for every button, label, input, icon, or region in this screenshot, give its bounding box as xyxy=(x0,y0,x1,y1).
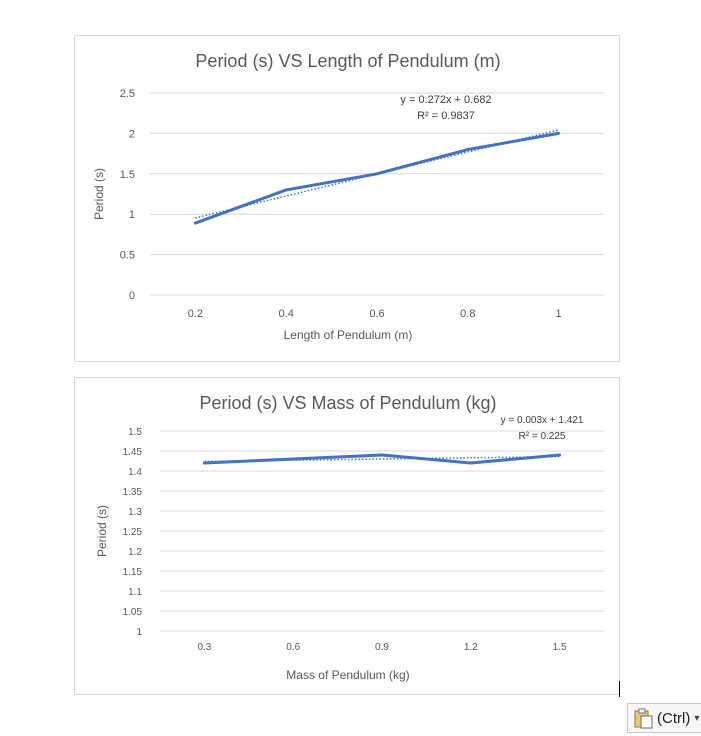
y-tick-label: 1.25 xyxy=(123,527,143,538)
y-tick-label: 2.5 xyxy=(120,88,135,100)
y-tick-label: 0 xyxy=(129,290,135,302)
y-tick-label: 1.5 xyxy=(128,427,142,438)
y-tick-label: 1.2 xyxy=(128,547,142,558)
x-tick-label: 1 xyxy=(556,308,562,320)
chart-title: Period (s) VS Length of Pendulum (m) xyxy=(195,51,500,71)
x-tick-label: 0.4 xyxy=(279,308,294,320)
y-tick-label: 1.35 xyxy=(123,487,143,498)
y-tick-label: 1.45 xyxy=(123,447,143,458)
y-tick-label: 1.1 xyxy=(128,587,142,598)
y-tick-label: 1.5 xyxy=(120,169,135,181)
x-tick-label: 1.2 xyxy=(464,642,478,653)
chart-mass: 1 1.05 1.1 1.15 1.2 1.25 1.3 1.35 1.4 1.45 1.5 0.3 0… xyxy=(74,377,620,695)
y-tick-label: 1.05 xyxy=(123,607,143,618)
series-line xyxy=(193,131,561,225)
x-tick-label: 0.9 xyxy=(375,642,389,653)
x-tick-label: 0.6 xyxy=(286,642,300,653)
trendline-equation: y = 0.003x + 1.421 xyxy=(501,415,584,426)
x-tick-label: 0.2 xyxy=(188,308,203,320)
paste-options-button[interactable]: (Ctrl) ▾ xyxy=(627,703,701,733)
y-tick-label: 2 xyxy=(129,128,135,140)
y-tick-label: 1 xyxy=(136,627,142,638)
clipboard-icon xyxy=(632,707,654,729)
trendline-equation: y = 0.272x + 0.682 xyxy=(400,94,491,106)
chart-length-svg: 0 0.5 1 1.5 2 2.5 0.2 0.4 0.6 0.8 1 Period (s) VS L… xyxy=(92,51,604,342)
y-axis-label: Period (s) xyxy=(95,505,109,557)
y-axis-label: Period (s) xyxy=(92,168,106,220)
x-tick-label: 0.8 xyxy=(460,308,475,320)
text-cursor xyxy=(619,681,620,697)
chart-mass-svg: 1 1.05 1.1 1.15 1.2 1.25 1.3 1.35 1.4 1.45 1.5 0.3 0… xyxy=(95,393,604,682)
y-tick-label: 1.4 xyxy=(128,467,142,478)
trendline-r-squared: R² = 0.225 xyxy=(519,431,566,442)
y-tick-label: 1.3 xyxy=(128,507,142,518)
x-axis-label: Length of Pendulum (m) xyxy=(284,328,413,342)
y-tick-label: 1.15 xyxy=(123,567,143,578)
x-axis-label: Mass of Pendulum (kg) xyxy=(286,668,409,682)
chart-title: Period (s) VS Mass of Pendulum (kg) xyxy=(199,393,496,413)
y-tick-label: 0.5 xyxy=(120,250,135,262)
series-line xyxy=(202,453,562,465)
y-tick-label: 1 xyxy=(129,209,135,221)
x-tick-label: 0.6 xyxy=(369,308,384,320)
paste-options-label: (Ctrl) xyxy=(657,709,691,727)
trendline-r-squared: R² = 0.9837 xyxy=(417,110,475,122)
x-tick-label: 1.5 xyxy=(553,642,567,653)
chevron-down-icon: ▾ xyxy=(694,712,700,724)
chart-length: 0 0.5 1 1.5 2 2.5 0.2 0.4 0.6 0.8 1 Period (s) VS L… xyxy=(74,35,620,362)
x-tick-label: 0.3 xyxy=(197,642,211,653)
